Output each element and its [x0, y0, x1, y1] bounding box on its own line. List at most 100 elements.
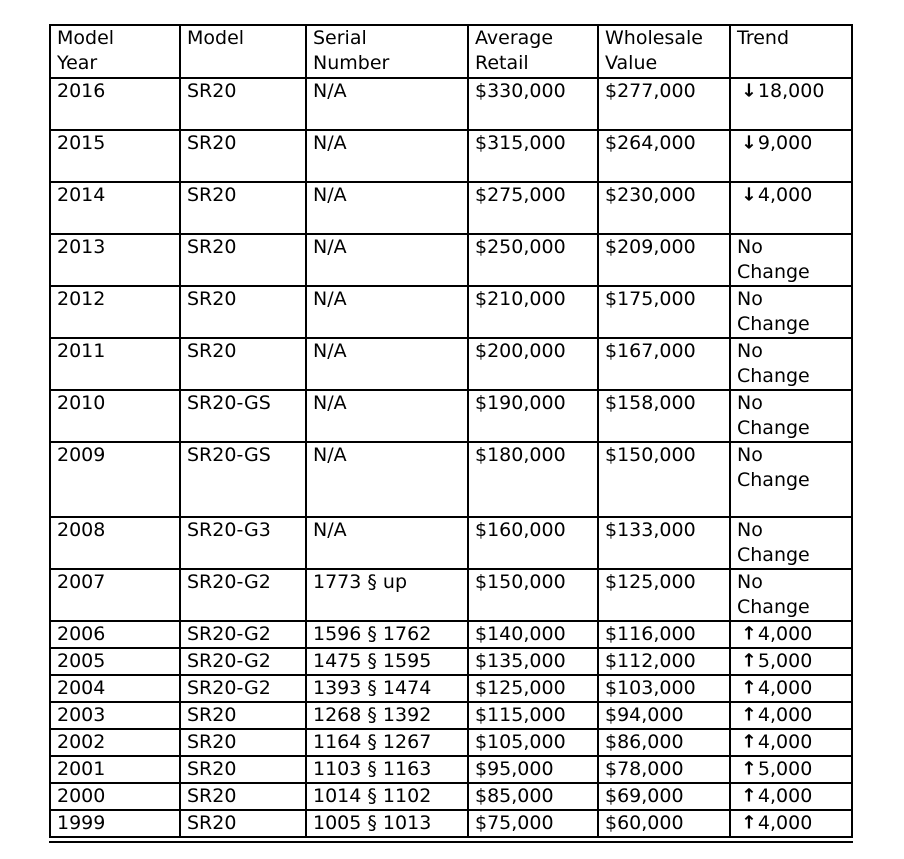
- cell-wholesale: $133,000: [597, 516, 731, 570]
- table-row: 2008 SR20-G3 N/A $160,000 $133,000 No Change: [49, 516, 853, 570]
- cell-serial: 1164 § 1267: [305, 728, 469, 757]
- cell-model: SR20: [179, 285, 307, 339]
- cell-wholesale: $125,000: [597, 568, 731, 622]
- cell-retail: $115,000: [467, 701, 599, 730]
- cell-model: SR20-G2: [179, 647, 307, 676]
- table-row: 2013 SR20 N/A $250,000 $209,000 No Change: [49, 233, 853, 287]
- cell-year: 2010: [49, 389, 181, 443]
- cell-serial: N/A: [305, 337, 469, 391]
- column-header-wholesale: Wholesale Value: [597, 24, 731, 79]
- cell-wholesale: $78,000: [597, 755, 731, 784]
- cell-trend: No Change: [729, 568, 853, 622]
- cell-model: SR20: [179, 77, 307, 131]
- cell-retail: $140,000: [467, 620, 599, 649]
- table-row: 2007 SR20-G2 1773 § up $150,000 $125,000 No C…: [49, 568, 853, 622]
- cell-wholesale: $60,000: [597, 809, 731, 838]
- cell-year: 2001: [49, 755, 181, 784]
- cell-trend: No Change: [729, 285, 853, 339]
- column-header-year: Model Year: [49, 24, 181, 79]
- trend-no-change-label: No Change: [737, 392, 810, 439]
- table-row: 2016 SR20 N/A $330,000 $277,000 ↓18,000: [49, 77, 853, 131]
- table-row: 1999 SR20 1005 § 1013 $75,000 $60,000 ↑4,000: [49, 809, 853, 838]
- cell-trend: No Change: [729, 233, 853, 287]
- trend-value: 4,000: [757, 785, 813, 807]
- cell-retail: $105,000: [467, 728, 599, 757]
- trend-no-change-label: No Change: [737, 340, 810, 387]
- trend-indicator: ↑4,000: [737, 785, 813, 808]
- cell-retail: $330,000: [467, 77, 599, 131]
- cell-retail: $190,000: [467, 389, 599, 443]
- cell-year: 2013: [49, 233, 181, 287]
- cell-serial: N/A: [305, 441, 469, 518]
- cell-serial: 1475 § 1595: [305, 647, 469, 676]
- trend-indicator: ↑4,000: [737, 623, 813, 646]
- cell-wholesale: $264,000: [597, 129, 731, 183]
- table-row: 2014 SR20 N/A $275,000 $230,000 ↓4,000: [49, 181, 853, 235]
- cell-year: 2007: [49, 568, 181, 622]
- cell-model: SR20: [179, 233, 307, 287]
- cell-serial: N/A: [305, 77, 469, 131]
- cell-year: 2003: [49, 701, 181, 730]
- cell-serial: N/A: [305, 181, 469, 235]
- table-body: 2016 SR20 N/A $330,000 $277,000 ↓18,000 2015 SR…: [49, 77, 853, 838]
- trend-indicator: ↑4,000: [737, 677, 813, 700]
- column-header-serial: Serial Number: [305, 24, 469, 79]
- cell-model: SR20: [179, 755, 307, 784]
- cell-retail: $275,000: [467, 181, 599, 235]
- table-row: 2005 SR20-G2 1475 § 1595 $135,000 $112,000 ↑5…: [49, 647, 853, 676]
- table-row: 2004 SR20-G2 1393 § 1474 $125,000 $103,000 ↑4…: [49, 674, 853, 703]
- trend-up-icon: ↑: [741, 758, 757, 780]
- cell-wholesale: $158,000: [597, 389, 731, 443]
- cell-trend: ↑4,000: [729, 701, 853, 730]
- trend-value: 9,000: [757, 132, 813, 154]
- trend-indicator: ↑5,000: [737, 650, 813, 673]
- trend-value: 4,000: [757, 812, 813, 834]
- cell-year: 2009: [49, 441, 181, 518]
- table-row: 2000 SR20 1014 § 1102 $85,000 $69,000 ↑4,000: [49, 782, 853, 811]
- cell-year: 2008: [49, 516, 181, 570]
- cell-retail: $75,000: [467, 809, 599, 838]
- cell-serial: N/A: [305, 285, 469, 339]
- trend-no-change-label: No Change: [737, 519, 810, 566]
- cell-serial: 1596 § 1762: [305, 620, 469, 649]
- cell-retail: $85,000: [467, 782, 599, 811]
- cell-retail: $315,000: [467, 129, 599, 183]
- cell-model: SR20-G2: [179, 620, 307, 649]
- cell-trend: ↓9,000: [729, 129, 853, 183]
- cell-model: SR20-GS: [179, 389, 307, 443]
- cell-year: 2016: [49, 77, 181, 131]
- trend-indicator: ↑4,000: [737, 812, 813, 835]
- cell-retail: $95,000: [467, 755, 599, 784]
- table-row: 2010 SR20-GS N/A $190,000 $158,000 No Change: [49, 389, 853, 443]
- cell-trend: No Change: [729, 337, 853, 391]
- cell-model: SR20: [179, 782, 307, 811]
- trend-value: 4,000: [757, 677, 813, 699]
- trend-up-icon: ↑: [741, 677, 757, 699]
- trend-indicator: ↑5,000: [737, 758, 812, 781]
- cell-wholesale: $167,000: [597, 337, 731, 391]
- cell-year: 2015: [49, 129, 181, 183]
- cell-model: SR20: [179, 809, 307, 838]
- trend-value: 4,000: [757, 623, 813, 645]
- table-row: 2001 SR20 1103 § 1163 $95,000 $78,000 ↑5,000: [49, 755, 853, 784]
- header-row: Model Year Model Serial Number Average Reta…: [49, 24, 853, 79]
- cell-retail: $180,000: [467, 441, 599, 518]
- cell-trend: ↑4,000: [729, 728, 853, 757]
- trend-down-icon: ↓: [741, 80, 757, 102]
- trend-value: 5,000: [757, 650, 813, 672]
- cell-year: 2002: [49, 728, 181, 757]
- cell-year: 2005: [49, 647, 181, 676]
- cell-year: 2014: [49, 181, 181, 235]
- cell-year: 2011: [49, 337, 181, 391]
- trend-no-change-label: No Change: [737, 444, 810, 491]
- cell-year: 2000: [49, 782, 181, 811]
- trend-down-icon: ↓: [741, 184, 757, 206]
- cell-trend: ↑5,000: [729, 647, 853, 676]
- cell-retail: $125,000: [467, 674, 599, 703]
- trend-up-icon: ↑: [741, 704, 757, 726]
- cell-model: SR20: [179, 701, 307, 730]
- column-header-trend: Trend: [729, 24, 853, 79]
- cell-retail: $200,000: [467, 337, 599, 391]
- cell-trend: ↑4,000: [729, 674, 853, 703]
